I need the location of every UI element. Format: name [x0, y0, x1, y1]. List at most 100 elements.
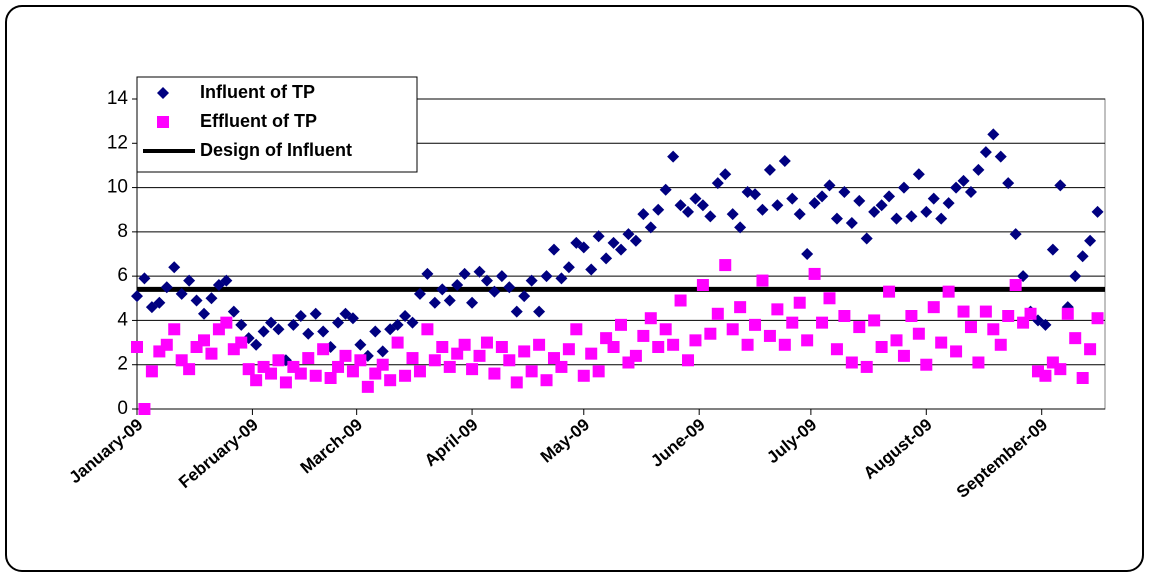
- point: [272, 354, 285, 367]
- point: [927, 301, 940, 314]
- point: [920, 205, 933, 218]
- point: [905, 310, 918, 322]
- point: [354, 354, 367, 367]
- point: [615, 243, 627, 256]
- point: [1002, 177, 1015, 190]
- point: [562, 343, 575, 356]
- point: [540, 270, 553, 283]
- point: [629, 349, 642, 362]
- point: [332, 316, 345, 329]
- legend-marker: [157, 87, 169, 99]
- point: [577, 241, 590, 254]
- point: [950, 181, 963, 194]
- point: [250, 338, 263, 351]
- point: [317, 325, 330, 338]
- point: [860, 232, 873, 245]
- point: [153, 296, 166, 309]
- point: [518, 290, 531, 303]
- point: [488, 285, 501, 298]
- point: [682, 354, 695, 367]
- point: [399, 310, 412, 322]
- point: [346, 365, 359, 378]
- point: [272, 323, 285, 336]
- point: [823, 292, 836, 305]
- point: [987, 323, 1000, 336]
- point: [711, 307, 724, 320]
- point: [294, 310, 307, 322]
- y-tick-label: 6: [117, 265, 128, 286]
- point: [615, 318, 627, 331]
- point: [979, 146, 992, 159]
- point: [1084, 234, 1097, 247]
- legend-label: Design of Influent: [200, 140, 352, 160]
- point: [972, 163, 985, 176]
- point: [830, 212, 843, 225]
- point: [198, 307, 211, 320]
- point: [1054, 179, 1067, 192]
- point: [421, 267, 434, 280]
- point: [279, 376, 292, 389]
- point: [920, 358, 933, 371]
- point: [391, 318, 404, 331]
- point: [853, 194, 866, 207]
- point: [317, 343, 330, 356]
- point: [875, 199, 888, 212]
- point: [198, 334, 211, 347]
- point: [659, 323, 672, 336]
- point: [220, 274, 233, 287]
- point: [667, 150, 680, 163]
- point: [257, 325, 270, 338]
- point: [376, 358, 389, 371]
- point: [525, 274, 538, 287]
- point: [808, 197, 821, 210]
- point: [533, 338, 546, 351]
- point: [756, 274, 769, 287]
- point: [406, 316, 419, 329]
- point: [309, 369, 322, 382]
- point: [160, 281, 173, 294]
- point: [801, 334, 814, 347]
- point: [637, 208, 650, 221]
- point: [324, 372, 337, 384]
- point: [1054, 363, 1067, 376]
- point: [801, 248, 814, 260]
- point: [972, 356, 985, 369]
- point: [1009, 279, 1022, 291]
- point: [1039, 369, 1052, 382]
- point: [607, 236, 620, 249]
- point: [473, 265, 486, 278]
- point: [175, 287, 188, 300]
- point: [458, 267, 471, 280]
- point: [830, 343, 843, 356]
- point: [838, 310, 851, 322]
- point: [309, 307, 322, 320]
- point: [860, 360, 873, 373]
- point: [235, 336, 248, 349]
- point: [778, 155, 791, 167]
- point: [704, 210, 717, 223]
- point: [935, 212, 948, 225]
- point: [793, 208, 806, 221]
- point: [428, 296, 441, 309]
- point: [711, 177, 724, 190]
- point: [987, 128, 1000, 141]
- point: [890, 212, 903, 225]
- point: [1084, 343, 1097, 356]
- point: [533, 305, 546, 318]
- legend: [136, 76, 418, 173]
- point: [942, 197, 955, 210]
- point: [391, 336, 404, 349]
- point: [562, 261, 575, 274]
- y-tick-label: 4: [117, 309, 128, 330]
- point: [1069, 270, 1082, 283]
- point: [466, 363, 479, 376]
- point: [1091, 205, 1104, 218]
- point: [823, 179, 836, 192]
- point: [436, 341, 449, 353]
- point: [674, 294, 687, 307]
- point: [480, 274, 493, 287]
- point: [183, 274, 196, 287]
- point: [897, 349, 910, 362]
- point: [696, 279, 709, 291]
